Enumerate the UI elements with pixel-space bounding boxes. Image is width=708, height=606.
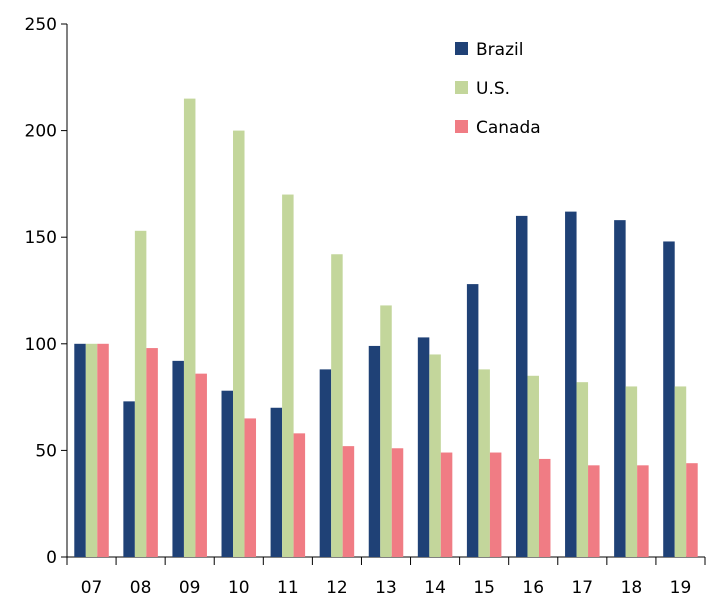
bar-us-19 [674, 386, 687, 557]
x-tick-label: 12 [326, 578, 348, 598]
legend-swatch [455, 81, 468, 94]
bar-canada-16 [538, 458, 551, 557]
bar-us-07 [85, 343, 98, 557]
x-tick-label: 07 [81, 578, 103, 598]
legend-swatch [455, 120, 468, 133]
bar-us-09 [183, 98, 196, 558]
x-tick-label: 13 [375, 578, 397, 598]
x-tick-label: 16 [522, 578, 544, 598]
y-tick-label: 200 [25, 122, 57, 142]
bar-brazil-11 [270, 407, 283, 557]
bar-us-11 [282, 194, 294, 557]
bar-brazil-10 [221, 390, 234, 557]
x-tick-label: 14 [424, 578, 446, 598]
x-tick-label: 11 [277, 578, 299, 598]
bar-canada-07 [97, 343, 109, 557]
y-tick-label: 250 [25, 15, 57, 35]
bar-brazil-13 [368, 345, 381, 557]
y-axis: 0 50 100 150 200 250 [25, 15, 68, 568]
bar-canada-18 [637, 465, 649, 557]
bar-us-15 [478, 369, 490, 557]
bar-canada-12 [342, 446, 355, 557]
bars [74, 98, 698, 558]
bar-us-17 [576, 382, 589, 557]
bar-brazil-12 [319, 369, 332, 557]
y-tick-label: 100 [25, 335, 57, 355]
bar-brazil-09 [172, 360, 184, 557]
x-tick-label: 17 [571, 578, 593, 598]
bar-brazil-16 [515, 215, 528, 557]
bar-brazil-07 [74, 343, 86, 557]
legend-label: Brazil [476, 40, 523, 60]
x-axis: 07 08 09 10 11 12 13 14 15 16 17 18 19 [66, 556, 706, 598]
bar-canada-17 [588, 465, 600, 557]
legend-label: Canada [476, 118, 541, 138]
bar-canada-13 [391, 448, 404, 557]
bar-brazil-15 [466, 284, 479, 557]
x-tick-label: 09 [179, 578, 201, 598]
y-tick-label: 150 [25, 228, 57, 248]
x-tick-label: 18 [621, 578, 643, 598]
x-tick-label: 19 [670, 578, 692, 598]
bar-us-12 [331, 254, 343, 558]
bar-us-14 [429, 354, 441, 557]
x-tick-label: 10 [228, 578, 250, 598]
y-tick-label: 50 [35, 441, 57, 461]
bar-us-16 [527, 375, 539, 557]
bar-brazil-14 [417, 337, 430, 557]
bar-us-13 [380, 305, 392, 557]
bar-canada-15 [489, 452, 502, 557]
bar-canada-10 [244, 418, 257, 557]
bar-canada-14 [440, 452, 453, 557]
bar-us-08 [134, 230, 147, 557]
bar-brazil-17 [565, 211, 577, 557]
bar-canada-08 [146, 348, 158, 557]
bar-brazil-19 [663, 241, 675, 558]
legend: Brazil U.S. Canada [455, 40, 541, 138]
bar-brazil-18 [614, 220, 626, 558]
x-tick-label: 08 [130, 578, 152, 598]
bar-brazil-08 [123, 401, 135, 557]
x-tick-label: 15 [473, 578, 495, 598]
legend-label: U.S. [476, 79, 510, 99]
y-tick-label: 0 [46, 548, 57, 568]
legend-swatch [455, 42, 468, 55]
bar-canada-09 [195, 373, 207, 557]
bar-us-10 [233, 130, 245, 557]
bar-canada-11 [293, 433, 306, 557]
bar-canada-19 [686, 463, 698, 557]
bar-us-18 [625, 386, 638, 557]
